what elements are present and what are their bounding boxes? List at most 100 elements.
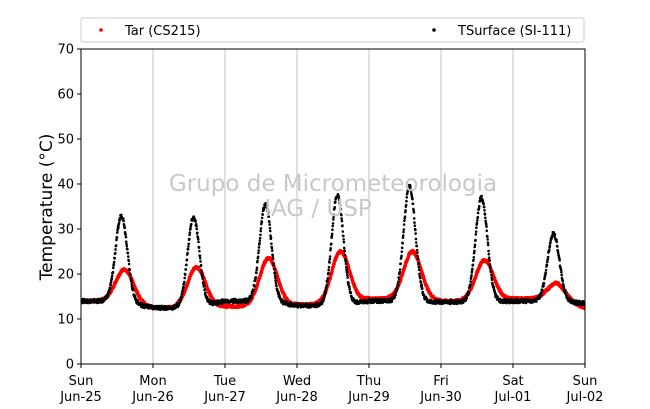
data-point — [260, 221, 264, 224]
data-point — [270, 242, 273, 245]
data-point — [486, 243, 490, 247]
data-point — [397, 280, 400, 283]
data-point — [110, 274, 114, 278]
data-point — [471, 263, 475, 267]
data-point — [342, 246, 346, 250]
data-point — [111, 266, 115, 270]
y-tick-label: 60 — [57, 88, 74, 103]
data-point — [341, 230, 345, 233]
y-tick-label: 20 — [57, 268, 74, 283]
data-point — [490, 276, 493, 279]
data-point — [198, 254, 202, 258]
x-tick-label-day: Tue — [213, 374, 236, 389]
data-point — [545, 264, 549, 267]
data-point — [412, 211, 416, 214]
data-point — [327, 268, 330, 272]
data-point — [416, 257, 420, 261]
data-point — [188, 231, 192, 234]
data-point — [465, 297, 468, 300]
data-point — [113, 257, 116, 260]
data-point — [476, 211, 480, 215]
data-point — [111, 270, 115, 274]
data-point — [186, 248, 190, 251]
data-point — [478, 204, 481, 208]
data-point — [477, 206, 481, 210]
data-point — [550, 236, 554, 239]
x-tick-label-date: Jun-25 — [59, 390, 102, 405]
data-point — [414, 228, 417, 232]
data-point — [122, 224, 126, 227]
data-point — [343, 253, 347, 257]
data-point — [257, 246, 261, 249]
data-point — [421, 290, 425, 294]
data-point — [395, 287, 399, 290]
data-point — [201, 277, 205, 281]
y-tick-label: 30 — [57, 223, 74, 238]
data-point — [125, 242, 128, 246]
data-point — [327, 271, 330, 275]
data-point — [124, 233, 127, 236]
data-point — [130, 280, 133, 283]
data-point — [274, 281, 278, 285]
data-point — [543, 274, 547, 277]
data-point — [415, 244, 419, 248]
data-point — [403, 215, 407, 218]
data-point — [413, 224, 417, 227]
data-point — [404, 203, 408, 207]
data-point — [327, 265, 331, 269]
data-point — [338, 203, 342, 207]
data-point — [271, 254, 275, 258]
data-point — [556, 251, 560, 255]
data-point — [393, 296, 396, 299]
data-point — [484, 219, 487, 223]
data-point — [269, 236, 273, 239]
plot-frame — [80, 48, 586, 365]
data-point — [262, 206, 266, 209]
data-point — [122, 217, 125, 221]
data-point — [558, 259, 561, 262]
data-point — [200, 270, 203, 274]
data-point — [106, 295, 110, 298]
data-point — [255, 268, 258, 272]
legend-marker-tsurface — [432, 28, 436, 32]
data-point — [180, 295, 183, 298]
data-point — [185, 258, 189, 261]
data-point — [474, 230, 478, 233]
data-point — [474, 233, 478, 236]
data-point — [547, 248, 551, 252]
data-point — [417, 265, 421, 269]
data-point — [270, 246, 274, 250]
y-axis: 0 10 20 30 40 50 60 70 — [57, 43, 81, 373]
data-point — [195, 224, 198, 228]
data-point — [483, 213, 487, 216]
data-point — [329, 242, 333, 246]
data-point — [476, 215, 480, 219]
data-point — [275, 284, 278, 288]
x-tick-label-day: Fri — [433, 374, 449, 389]
data-point — [331, 222, 335, 225]
data-point — [124, 235, 128, 239]
data-point — [130, 282, 133, 286]
data-point — [472, 258, 475, 262]
data-point — [258, 241, 261, 245]
data-point — [112, 262, 116, 266]
data-point — [125, 244, 129, 248]
data-point — [343, 249, 347, 253]
data-point — [265, 204, 269, 208]
data-point — [342, 240, 346, 244]
data-point — [277, 291, 280, 294]
data-point — [372, 301, 376, 304]
data-point — [490, 273, 493, 277]
data-point — [472, 256, 476, 259]
data-point — [344, 262, 348, 266]
data-point — [258, 236, 262, 240]
data-point — [252, 288, 255, 292]
data-point — [274, 279, 277, 283]
data-point — [267, 215, 271, 218]
series-layer — [81, 183, 585, 311]
data-point — [326, 279, 329, 282]
data-point — [490, 278, 494, 281]
data-point — [542, 282, 546, 285]
x-tick-label-day: Sun — [573, 374, 598, 389]
data-point — [411, 197, 414, 201]
